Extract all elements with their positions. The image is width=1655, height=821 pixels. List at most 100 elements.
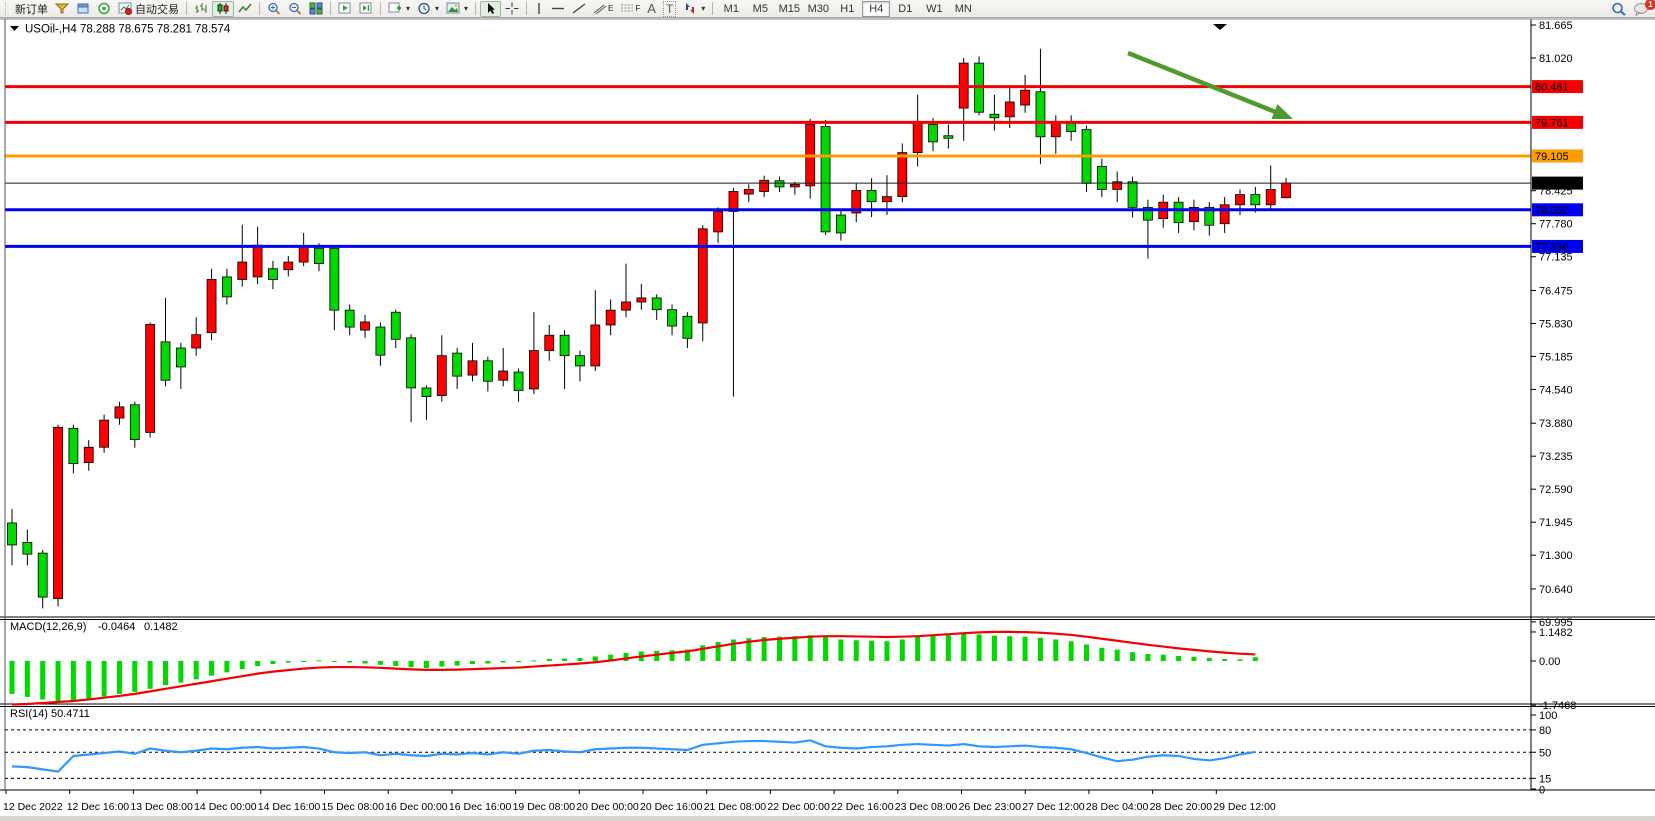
template-button[interactable]: ▾ [443,1,471,17]
timeframe-h1-button[interactable]: H1 [840,2,855,15]
candle-up [436,355,447,396]
horizontal-line-tool-button[interactable] [548,1,568,17]
macd-histogram-bar [301,661,307,662]
signal-icon [98,2,110,15]
candlestick-mode-button[interactable] [212,0,234,17]
macd-histogram-bar [1053,639,1059,661]
zoom-in-button[interactable] [264,1,284,17]
macd-axis-label: -1.7468 [1539,700,1576,712]
timeframe-w1-button[interactable]: W1 [926,2,943,15]
price-axis-tick-label: 71.300 [1539,550,1573,562]
candle-down [452,352,463,377]
macd-histogram-bar [869,640,875,661]
macd-histogram-bar [1160,654,1166,661]
channel-label: E [608,4,614,13]
chart-root: 80.461 79.761 79.105 78.574 78.052 77.336 USOi… [0,18,1655,821]
date-axis-label: 16 Dec 16:00 [449,801,512,813]
chart-list-button[interactable] [52,1,72,17]
channel-tool-button[interactable]: E [590,1,616,17]
add-indicator-button[interactable]: ▾ [385,1,413,17]
candle-up [897,152,908,198]
candle-down [1096,166,1107,190]
date-axis-label: 16 Dec 00:00 [385,801,448,813]
chart-menu-triangle-icon[interactable] [10,26,19,31]
rsi-line [11,739,1256,773]
text-label-tool-button[interactable]: T [660,0,679,17]
candle-down [682,315,693,339]
price-badge-label: 79.105 [1535,151,1569,163]
macd-histogram-bar [1237,659,1243,661]
annotation-arrow[interactable] [1127,50,1281,116]
new-order-label: 新订单 [15,3,48,16]
candle-down [390,311,401,340]
macd-histogram-bar [838,639,844,661]
cursor-tool-button[interactable] [480,0,502,17]
macd-axis-label: 0.00 [1539,656,1560,668]
period-button[interactable]: ▾ [414,1,442,17]
macd-histogram-bar [669,650,675,661]
macd-histogram-bar [454,661,460,666]
candle-up [99,419,109,448]
price-axis-tick-label: 73.235 [1539,451,1573,463]
macd-histogram-bar [562,658,568,661]
candle-up [498,370,509,381]
chart-step-button[interactable] [356,1,376,17]
date-axis-label: 22 Dec 16:00 [831,801,894,813]
timeframe-m30-button[interactable]: M30 [807,2,830,15]
new-order-button[interactable]: 新订单 [12,1,51,17]
toolbar-separator [186,2,187,15]
rsi-axis-label: 50 [1539,747,1551,759]
trendline-tool-button[interactable] [569,1,589,17]
timeframe-m1-button[interactable]: M1 [723,2,739,15]
rsi-label: RSI(14) 50.4711 [10,708,90,720]
signals-button[interactable] [94,1,114,17]
new-chart-button[interactable] [73,1,93,17]
tile-windows-button[interactable] [306,1,326,17]
timeframe-m5-button[interactable]: M5 [752,2,768,15]
candle-up [636,297,647,303]
new-indicator-window-button[interactable] [335,1,355,17]
macd-histogram-bar [331,661,337,662]
candle-up [1050,122,1061,138]
candle-up [882,196,892,203]
notification-count-badge: 1 [1645,0,1655,10]
crosshair-tool-button[interactable] [502,1,522,17]
text-tool-button[interactable]: A [644,1,659,17]
macd-histogram-bar [915,636,921,661]
macd-histogram-bar [1191,656,1197,661]
main-toolbar: 新订单 自动交易 [0,0,1655,18]
candle-up [1004,101,1015,118]
candle-up [1265,189,1276,206]
candle-down [989,113,1000,119]
line-chart-mode-button[interactable] [235,1,255,17]
candle-down [175,347,186,368]
timeframe-mn-button[interactable]: MN [954,2,972,15]
candle-up [237,261,248,280]
vertical-line-tool-button[interactable] [531,1,547,17]
macd-histogram-bar [1130,652,1136,661]
macd-histogram-bar [163,661,168,686]
bar-chart-mode-button[interactable] [191,1,211,17]
price-badge-label: 80.461 [1535,82,1569,94]
zoom-out-button[interactable] [285,1,305,17]
macd-histogram-bar [423,661,429,669]
fibonacci-tool-button[interactable]: F [617,1,643,17]
timeframe-h4-button[interactable]: H4 [862,0,891,17]
timeframe-m15-button[interactable]: M15 [778,2,801,15]
macd-histogram-bar [623,652,629,661]
notifications-button[interactable]: 1 [1630,0,1655,17]
timeframe-d1-button[interactable]: D1 [898,2,913,15]
macd-histogram-bar [945,635,951,661]
macd-histogram-bar [178,661,184,683]
price-axis-tick-label: 77.780 [1539,219,1573,231]
search-button[interactable] [1608,1,1629,17]
chart-shift-marker[interactable] [1213,24,1227,30]
macd-histogram-bar [101,661,107,697]
arrows-tool-button[interactable]: ▾ [680,1,708,17]
chart-area[interactable]: 80.461 79.761 79.105 78.574 78.052 77.336 USOi… [0,18,1655,821]
macd-histogram-bar [86,661,92,699]
text-tool-icon: A [647,1,656,16]
auto-trading-button[interactable]: 自动交易 [115,1,182,17]
candle-up [283,261,294,271]
